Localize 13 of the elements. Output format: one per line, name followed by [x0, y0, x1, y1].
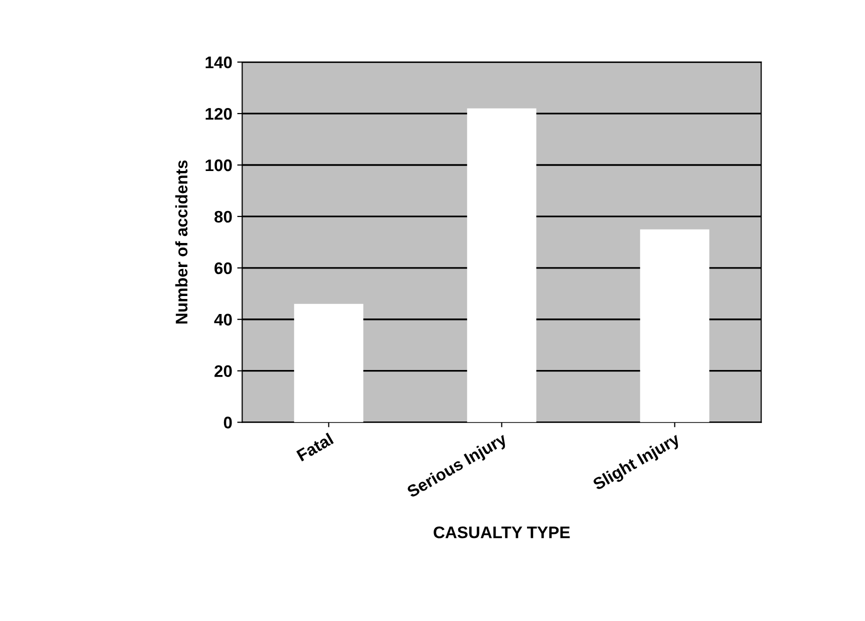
x-axis-title: CASUALTY TYPE	[434, 526, 570, 538]
y-tick-label: 80	[214, 210, 232, 223]
y-tick-label: 20	[214, 365, 232, 378]
y-tick-label: 120	[206, 108, 232, 120]
bar	[294, 304, 364, 422]
y-tick-label: 60	[214, 262, 232, 274]
y-tick-label: 100	[206, 159, 232, 172]
y-tick-label: 140	[206, 56, 232, 68]
y-tick-label: 0	[224, 416, 232, 428]
y-tick-label: 40	[214, 314, 232, 326]
bar	[467, 108, 536, 422]
bar	[640, 229, 710, 422]
y-axis-title: Number of accidents	[175, 160, 188, 324]
